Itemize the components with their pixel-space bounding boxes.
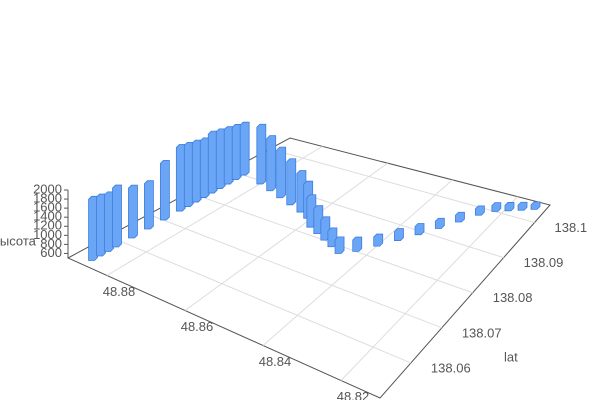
floor [66,137,551,399]
bar [474,205,485,216]
bar [394,228,404,241]
bar [144,180,154,230]
bar [256,123,267,185]
bar [504,202,515,212]
grid-line [184,162,388,311]
bar [327,227,338,248]
y-tick-label: 138.08 [493,290,533,305]
z-axis-name: высота [0,233,37,248]
z-tick-label: 1200 [33,218,62,233]
bar [276,146,287,199]
x-tick-label: 48.88 [103,284,136,299]
z-tick-label: 1800 [33,191,62,206]
z-tick-label: 600 [40,245,62,260]
bar [128,184,138,239]
bar [159,159,170,221]
x-tick-label: 48.84 [259,354,292,369]
bar [286,158,297,206]
y-tick-label: 138.07 [462,325,502,340]
x-tick-label: 48.82 [337,389,370,400]
y-tick-label: 138.06 [431,360,471,375]
bar [455,211,465,223]
bar [434,217,445,229]
bar [334,236,345,254]
y-tick-label: 138.1 [555,220,588,235]
bar [491,202,502,212]
z-tick-label: 1600 [33,200,62,215]
grid-line [269,148,535,224]
grid-line [340,196,518,381]
grid-line [108,235,412,364]
bar [266,135,277,192]
bar [239,121,250,176]
bar [517,201,528,211]
z-tick-label: 1400 [33,209,62,224]
grid-line [148,213,442,329]
bar [352,236,363,252]
x-tick-label: 48.86 [181,319,214,334]
bar [530,201,541,210]
z-tick-label: 1000 [33,227,62,242]
bar [112,184,122,248]
grid-line [262,179,453,346]
y-axis-name: lat [504,349,518,364]
bar [414,223,425,236]
z-tick-label: 800 [40,236,62,251]
z-tick-label: 2000 [33,181,62,196]
y-tick-label: 138.09 [524,255,564,270]
bar [373,233,384,247]
